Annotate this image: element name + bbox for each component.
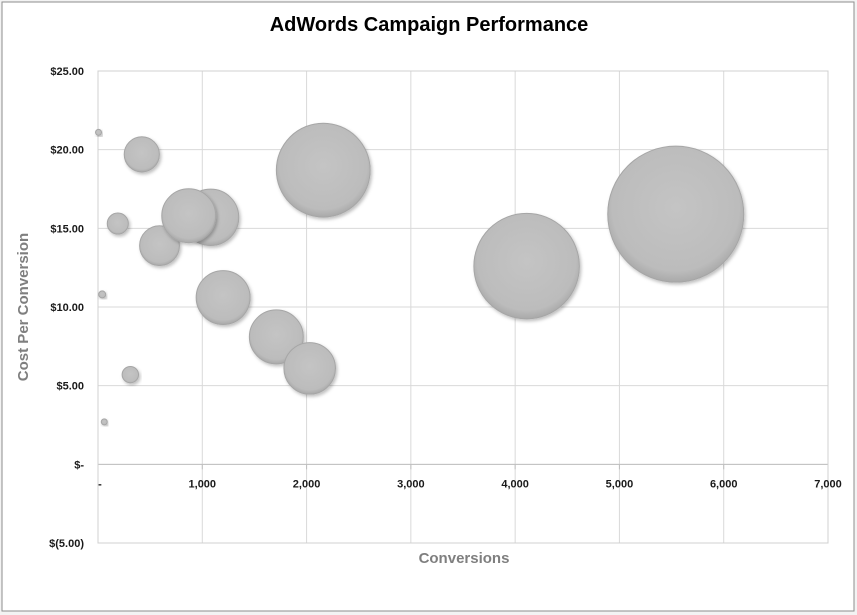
x-tick-label: 7,000 bbox=[814, 478, 842, 490]
bubble-point bbox=[275, 122, 371, 218]
y-tick-label: $20.00 bbox=[50, 145, 84, 157]
x-tick-label: 3,000 bbox=[397, 478, 425, 490]
bubble-point bbox=[95, 128, 103, 136]
x-axis-title: Conversions bbox=[419, 550, 510, 567]
x-tick-label: 6,000 bbox=[710, 478, 738, 490]
bubble-point bbox=[195, 270, 251, 326]
bubble-point bbox=[161, 188, 217, 244]
bubble-point bbox=[100, 418, 108, 426]
bubble-point bbox=[106, 212, 129, 235]
y-tick-label: $- bbox=[74, 459, 84, 471]
bubble-point bbox=[283, 342, 336, 395]
y-axis-title: Cost Per Conversion bbox=[15, 233, 32, 381]
bubble-point bbox=[473, 212, 580, 320]
x-tick-label: 1,000 bbox=[189, 478, 217, 490]
bubble-point bbox=[98, 290, 107, 299]
bubble-point bbox=[121, 365, 140, 384]
bubble-point bbox=[123, 136, 160, 173]
bubble-series bbox=[95, 122, 745, 426]
y-tick-label: $(5.00) bbox=[49, 538, 84, 550]
y-tick-label: $5.00 bbox=[56, 381, 84, 393]
plot-area bbox=[97, 70, 829, 544]
x-tick-label: 5,000 bbox=[606, 478, 634, 490]
x-tick-label: 4,000 bbox=[501, 478, 529, 490]
x-axis-tick-labels: - 1,000 2,000 3,000 4,000 5,000 6,000 7,000 bbox=[98, 478, 842, 490]
bubble-point bbox=[248, 309, 304, 365]
bubble-point bbox=[139, 225, 180, 267]
bubble-point bbox=[607, 145, 745, 283]
plot-border bbox=[97, 70, 829, 544]
x-tick-label: 2,000 bbox=[293, 478, 321, 490]
y-tick-label: $25.00 bbox=[50, 66, 84, 78]
x-tick-label: - bbox=[98, 478, 102, 490]
y-tick-label: $15.00 bbox=[50, 223, 84, 235]
y-tick-label: $10.00 bbox=[50, 302, 84, 314]
y-axis-tick-labels: $(5.00) $- $5.00 $10.00 $15.00 $20.00 $25.00 bbox=[49, 66, 84, 550]
chart-title: AdWords Campaign Performance bbox=[270, 14, 589, 36]
